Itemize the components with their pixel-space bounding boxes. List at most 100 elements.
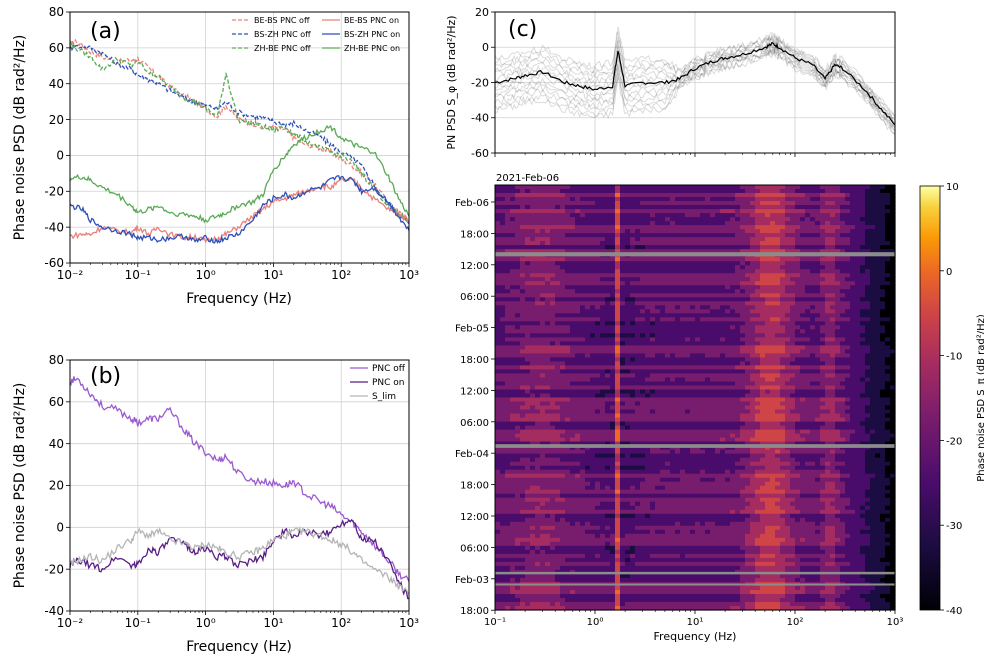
heatmap-cell — [645, 490, 651, 495]
heatmap-cell — [600, 518, 606, 523]
heatmap-cell — [555, 574, 561, 579]
heatmap-cell — [675, 426, 681, 431]
heatmap-cell — [555, 301, 561, 306]
x-tick-label: 10⁰ — [196, 268, 216, 282]
heatmap-cell — [525, 229, 531, 234]
heatmap-cell — [625, 189, 631, 194]
heatmap-cell — [715, 193, 721, 198]
heatmap-cell — [605, 285, 611, 290]
heatmap-cell — [620, 438, 626, 443]
y-tick-label: 0 — [482, 41, 489, 54]
heatmap-cell — [630, 434, 636, 439]
heatmap-cell — [580, 574, 586, 579]
heatmap-cell — [610, 349, 616, 354]
heatmap-cell — [705, 301, 711, 306]
heatmap-cell — [605, 378, 611, 383]
heatmap-cell — [670, 546, 676, 551]
heatmap-cell — [675, 297, 681, 302]
heatmap-cell — [670, 225, 676, 230]
heatmap-cell — [665, 526, 671, 531]
heatmap-cell — [685, 402, 691, 407]
heatmap-cell — [680, 333, 686, 338]
heatmap-cell — [540, 313, 546, 318]
heatmap-cell — [595, 217, 601, 222]
heatmap-cell — [640, 482, 646, 487]
heatmap-cell — [500, 293, 506, 298]
heatmap-cell — [570, 522, 576, 527]
heatmap-cell — [605, 462, 611, 467]
heatmap-cell — [510, 361, 516, 366]
heatmap-cell — [550, 454, 556, 459]
heatmap-cell — [610, 229, 616, 234]
heatmap-cell — [640, 574, 646, 579]
heatmap-cell — [680, 241, 686, 246]
heatmap-cell — [705, 566, 711, 571]
heatmap-cell — [660, 398, 666, 403]
heatmap-cell — [675, 365, 681, 370]
heatmap-cell — [655, 237, 661, 242]
heatmap-cell — [615, 482, 621, 487]
heatmap-cell — [580, 221, 586, 226]
heatmap-cell — [665, 386, 671, 391]
heatmap-cell — [665, 390, 671, 395]
heatmap-cell — [715, 213, 721, 218]
heatmap-cell — [655, 313, 661, 318]
heatmap-cell — [615, 361, 621, 366]
heatmap-cell — [520, 414, 526, 419]
heatmap-cell — [505, 309, 511, 314]
heatmap-cell — [640, 289, 646, 294]
heatmap-cell — [655, 309, 661, 314]
heatmap-cell — [600, 510, 606, 515]
heatmap-cell — [545, 209, 551, 214]
heatmap-cell — [555, 201, 561, 206]
heatmap-cell — [545, 382, 551, 387]
heatmap-cell — [550, 594, 556, 599]
heatmap-cell — [570, 398, 576, 403]
heatmap-cell — [565, 349, 571, 354]
heatmap-cell — [570, 337, 576, 342]
heatmap-cell — [635, 518, 641, 523]
heatmap-cell — [585, 430, 591, 435]
heatmap-cell — [565, 273, 571, 278]
heatmap-cell — [590, 205, 596, 210]
heatmap-cell — [555, 189, 561, 194]
heatmap-cell — [530, 410, 536, 415]
heatmap-cell — [580, 506, 586, 511]
heatmap-cell — [610, 386, 616, 391]
heatmap-cell — [520, 578, 526, 583]
heatmap-cell — [540, 285, 546, 290]
heatmap-cell — [495, 378, 501, 383]
heatmap-cell — [635, 241, 641, 246]
heatmap-cell — [640, 241, 646, 246]
heatmap-cell — [670, 430, 676, 435]
heatmap-cell — [650, 602, 656, 607]
heatmap-cell — [510, 261, 516, 266]
heatmap-cell — [705, 514, 711, 519]
heatmap-cell — [565, 261, 571, 266]
heatmap-cell — [630, 438, 636, 443]
heatmap-cell — [500, 285, 506, 290]
heatmap-cell — [505, 345, 511, 350]
heatmap-cell — [700, 602, 706, 607]
heatmap-cell — [500, 277, 506, 282]
heatmap-cell — [505, 490, 511, 495]
heatmap-cell — [525, 518, 531, 523]
heatmap-cell — [600, 321, 606, 326]
heatmap-cell — [685, 341, 691, 346]
heatmap-cell — [590, 538, 596, 543]
heatmap-cell — [685, 534, 691, 539]
heatmap-cell — [710, 265, 716, 270]
heatmap-cell — [540, 410, 546, 415]
heatmap-cell — [645, 309, 651, 314]
heatmap-cell — [625, 386, 631, 391]
heatmap-cell — [545, 402, 551, 407]
heatmap-cell — [505, 317, 511, 322]
heatmap-cell — [705, 574, 711, 579]
heatmap-cell — [580, 462, 586, 467]
heatmap-cell — [635, 205, 641, 210]
heatmap-cell — [525, 594, 531, 599]
legend-entry: ZH-BE PNC on — [344, 44, 400, 53]
heatmap-cell — [535, 269, 541, 274]
heatmap-cell — [565, 458, 571, 463]
heatmap-cell — [660, 233, 666, 238]
